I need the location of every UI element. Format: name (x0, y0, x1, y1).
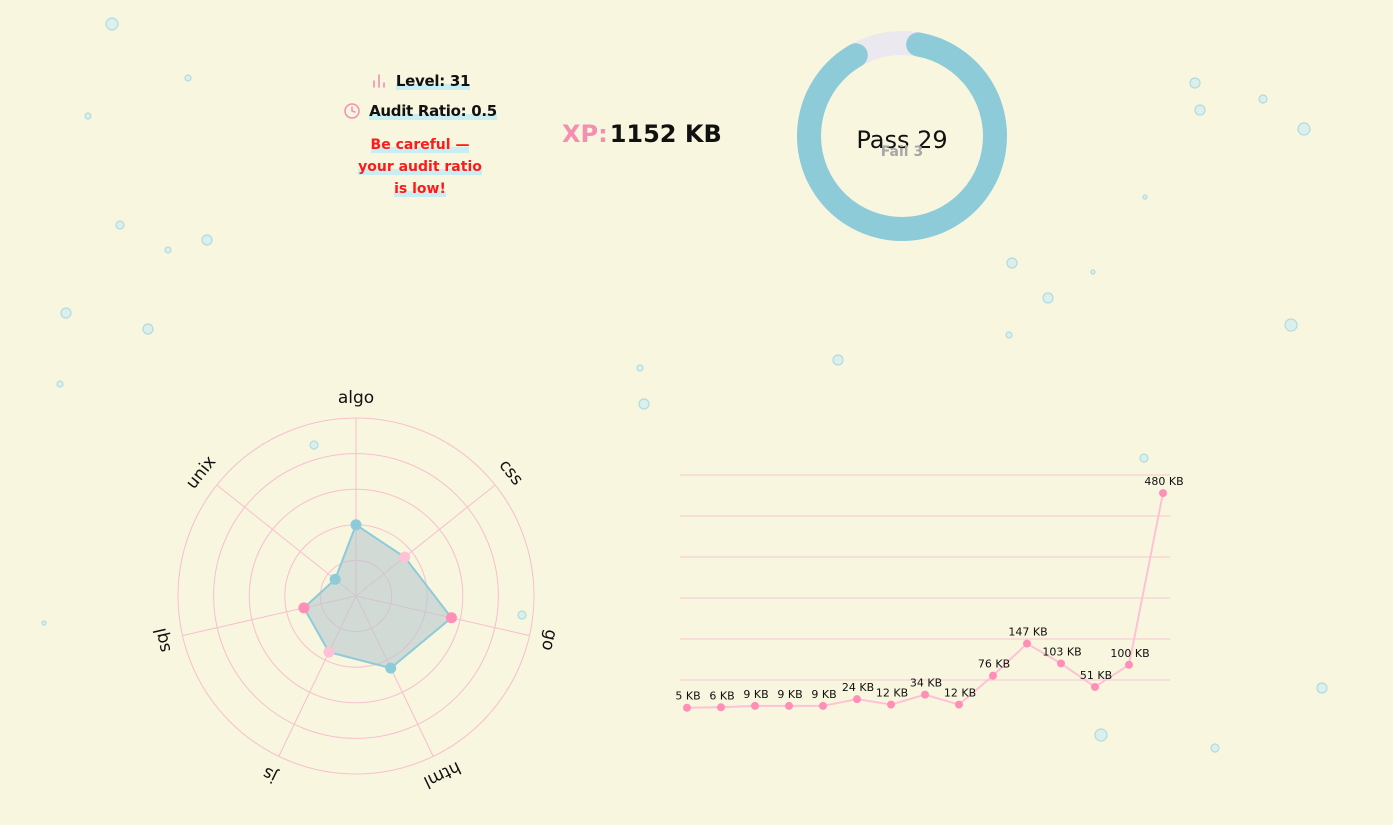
xp-point (785, 701, 793, 710)
bubble (1316, 682, 1328, 694)
stats-panel: Level: 31 Audit Ratio: 0.5 Be careful — … (300, 66, 540, 200)
skills-radar-chart: algo css go html js sql unix (151, 388, 562, 792)
xp-point (1125, 660, 1133, 669)
xp-point-label: 480 KB (1144, 475, 1183, 488)
xp-label: XP: (562, 120, 608, 148)
bubble (41, 620, 47, 626)
xp-point-label: 24 KB (842, 681, 874, 694)
xp-point-label: 12 KB (944, 687, 976, 700)
level-text: Level: 31 (395, 72, 471, 90)
bubble (142, 323, 154, 335)
bubble (832, 354, 844, 366)
pass-fail-ring: Pass 29 Fail 3 (788, 26, 1016, 254)
bubble (1142, 194, 1148, 200)
xp-point (887, 700, 895, 709)
radar-point (298, 602, 310, 614)
pass-count: Pass 29 (856, 126, 948, 154)
xp-point (955, 700, 963, 709)
xp-point-label: 51 KB (1080, 669, 1112, 682)
xp-point (717, 703, 725, 712)
bubble (1210, 743, 1220, 753)
radar-point (445, 612, 457, 624)
xp-point (1057, 659, 1065, 668)
bubble (184, 74, 192, 82)
radar-point (323, 646, 335, 658)
audit-ratio-row: Audit Ratio: 0.5 (300, 96, 540, 126)
xp-point-label: 12 KB (876, 687, 908, 700)
bar-chart-icon (370, 72, 388, 90)
xp-point (989, 671, 997, 680)
bubble (1297, 122, 1311, 136)
bubble (1189, 77, 1201, 89)
ring-pass-arc (797, 31, 1007, 241)
bubble (1042, 292, 1054, 304)
bubble (1006, 257, 1018, 269)
xp-point-label: 9 KB (777, 688, 802, 701)
radar-category-label: css (495, 456, 528, 490)
radar-point (385, 662, 397, 674)
bubble (1090, 269, 1096, 275)
bubble (1258, 94, 1268, 104)
radar-category-label: sql (151, 626, 176, 654)
xp-point-label: 103 KB (1042, 645, 1081, 658)
radar-category-label: go (537, 627, 561, 652)
radar-category-label: js (260, 762, 282, 786)
bubble (1284, 318, 1298, 332)
xp-point-label: 76 KB (978, 658, 1010, 671)
radar-point (399, 551, 411, 563)
radar-category-label: unix (182, 452, 220, 493)
bubble (84, 112, 92, 120)
xp-point-label: 147 KB (1008, 626, 1047, 639)
xp-point (819, 701, 827, 710)
xp-point (1159, 489, 1167, 498)
radar-category-label: algo (338, 388, 374, 408)
bubble (105, 17, 119, 31)
xp-point (921, 690, 929, 699)
bubble (1194, 104, 1206, 116)
xp-point (751, 701, 759, 710)
bubble (164, 246, 172, 254)
fail-count: Fail 3 (880, 144, 924, 160)
radar-area (302, 523, 453, 670)
xp-point (683, 703, 691, 712)
xp-point (853, 695, 861, 704)
radar-point (329, 573, 341, 585)
xp-value: 1152 KB (609, 120, 722, 148)
audit-ratio-text: Audit Ratio: 0.5 (369, 102, 497, 120)
bubble (201, 234, 213, 246)
xp-point-label: 100 KB (1110, 647, 1149, 660)
xp-point (1023, 639, 1031, 648)
audit-warning-text: Be careful — your audit ratio is low! (358, 137, 482, 197)
radar-category-label: html (420, 757, 464, 792)
clock-icon (343, 102, 361, 120)
bubble (636, 364, 644, 372)
xp-point (1091, 682, 1099, 691)
xp-point-label: 34 KB (910, 677, 942, 690)
xp-point-label: 9 KB (811, 688, 836, 701)
radar-point (350, 519, 362, 531)
xp-point-label: 5 KB (675, 690, 700, 703)
audit-warning: Be careful — your audit ratio is low! (355, 134, 485, 200)
xp-point-label: 6 KB (709, 689, 734, 702)
level-row: Level: 31 (300, 66, 540, 96)
bubble (56, 380, 64, 388)
bubble (1005, 331, 1013, 339)
bubble (60, 307, 72, 319)
xp-point-label: 9 KB (743, 688, 768, 701)
xp-total: XP:1152 KB (562, 120, 722, 148)
bubble (115, 220, 125, 230)
bubble (638, 398, 650, 410)
